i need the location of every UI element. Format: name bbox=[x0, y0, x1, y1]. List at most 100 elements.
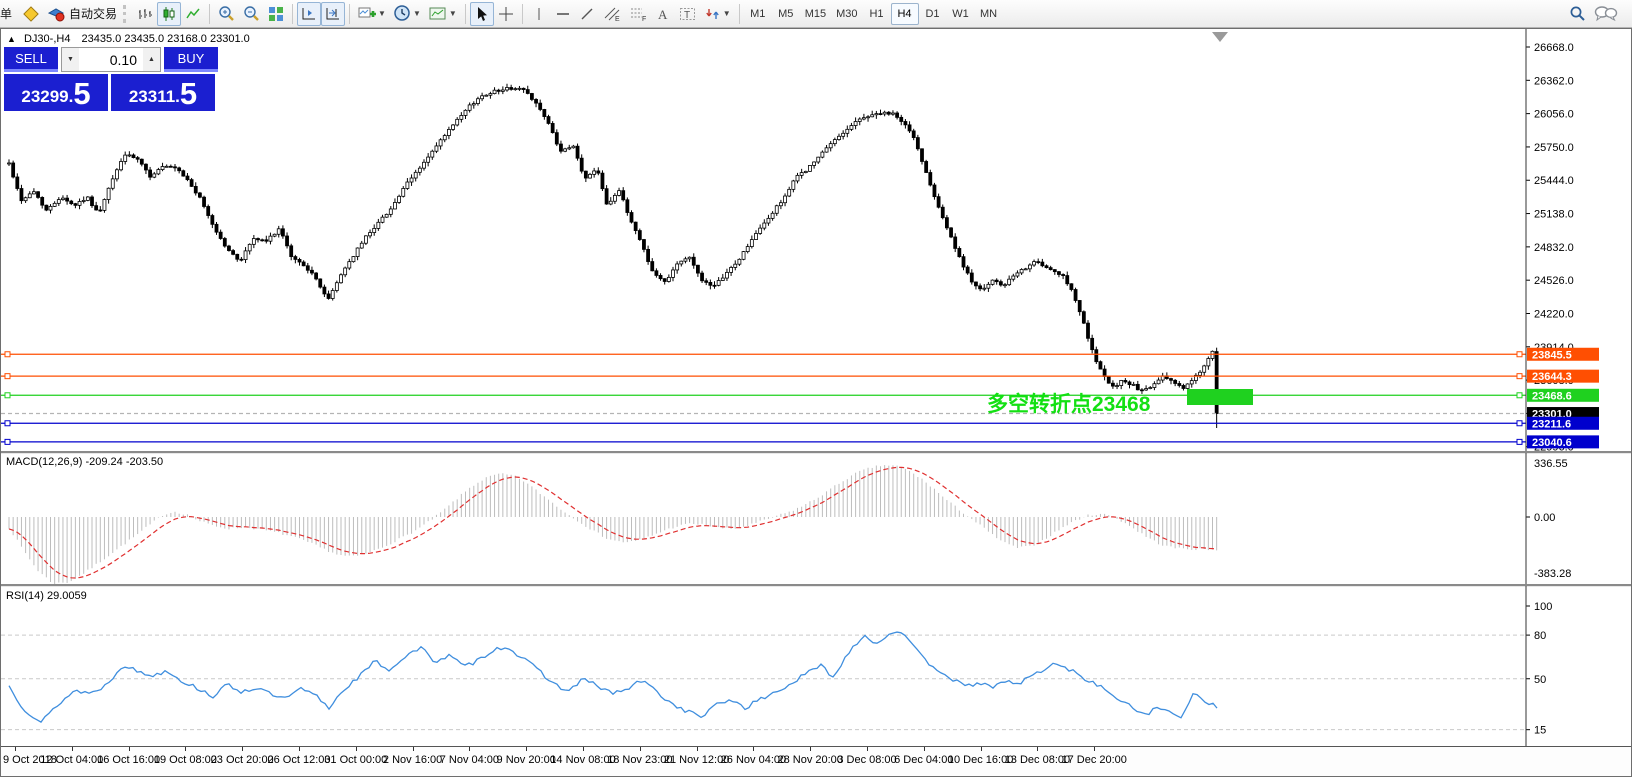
yellow-diamond-icon bbox=[23, 6, 39, 22]
timeframe-m5[interactable]: M5 bbox=[772, 3, 800, 25]
sell-price-button[interactable]: 23299 . 5 bbox=[4, 74, 108, 111]
candle-body bbox=[256, 238, 260, 241]
line-handle[interactable] bbox=[4, 351, 11, 358]
buy-button[interactable]: BUY bbox=[164, 47, 218, 72]
candle-body bbox=[675, 263, 680, 271]
clock-icon bbox=[394, 5, 410, 21]
chat-button[interactable] bbox=[1590, 2, 1622, 26]
candle-body bbox=[870, 114, 875, 118]
arrows-icon bbox=[706, 8, 719, 19]
candle-body bbox=[322, 286, 327, 295]
trendline-button[interactable] bbox=[575, 2, 599, 26]
vertical-line-button[interactable] bbox=[527, 2, 551, 26]
auto-scroll-button[interactable] bbox=[297, 1, 322, 26]
indicators-button[interactable]: ▼ bbox=[354, 2, 390, 26]
candle-body bbox=[758, 227, 763, 234]
crosshair-button[interactable] bbox=[494, 2, 518, 26]
pane-separator[interactable] bbox=[1, 584, 1631, 587]
candle-body bbox=[1106, 376, 1111, 384]
line-handle[interactable] bbox=[1516, 420, 1523, 427]
candle-body bbox=[268, 235, 273, 242]
line-handle[interactable] bbox=[4, 392, 11, 399]
candle-body bbox=[965, 266, 970, 274]
price-label-text: 23468.6 bbox=[1532, 390, 1572, 402]
candle-body bbox=[521, 87, 526, 90]
line-handle[interactable] bbox=[1516, 438, 1523, 445]
sell-button[interactable]: SELL bbox=[4, 47, 58, 72]
text-label-button[interactable]: T bbox=[675, 2, 701, 26]
metaeditor-button[interactable] bbox=[18, 2, 43, 26]
line-handle[interactable] bbox=[1516, 392, 1523, 399]
svg-text:A: A bbox=[658, 7, 668, 22]
chart-shift-button[interactable] bbox=[321, 1, 346, 26]
timeframe-mn[interactable]: MN bbox=[975, 3, 1003, 25]
zoom-out-button[interactable] bbox=[239, 2, 264, 26]
chart-window: ▲ DJ30-,H4 23435.0 23435.0 23168.0 23301… bbox=[0, 28, 1632, 777]
candle-body bbox=[351, 256, 356, 263]
line-handle[interactable] bbox=[1516, 351, 1523, 358]
pane-separator[interactable] bbox=[1, 451, 1631, 454]
tile-windows-button[interactable] bbox=[264, 2, 288, 26]
green-box-annotation[interactable] bbox=[1187, 389, 1253, 405]
timeframe-w1[interactable]: W1 bbox=[947, 3, 975, 25]
templates-button[interactable]: ▼ bbox=[425, 2, 461, 26]
timeframe-h1[interactable]: H1 bbox=[863, 3, 891, 25]
timeframe-d1[interactable]: D1 bbox=[919, 3, 947, 25]
candle-body bbox=[459, 115, 464, 120]
equidistant-channel-button[interactable]: E bbox=[599, 2, 625, 26]
timeframe-m15[interactable]: M15 bbox=[800, 3, 831, 25]
time-axis-label: 18 Nov 23:00 bbox=[607, 754, 673, 766]
line-handle[interactable] bbox=[4, 420, 11, 427]
candle-body bbox=[945, 217, 949, 229]
line-chart-button[interactable] bbox=[181, 2, 205, 26]
macd-axis-label: -383.28 bbox=[1534, 568, 1571, 580]
autotrade-button[interactable]: 自动交易 bbox=[43, 2, 121, 26]
candle-body bbox=[152, 173, 157, 178]
price-tick-label: 25138.0 bbox=[1534, 209, 1574, 221]
text-button[interactable]: A bbox=[651, 2, 675, 26]
timeframe-h4[interactable]: H4 bbox=[890, 2, 919, 25]
volume-input[interactable] bbox=[79, 48, 143, 71]
candle-body bbox=[671, 269, 675, 278]
timeframe-m30[interactable]: M30 bbox=[831, 3, 862, 25]
volume-decrease-button[interactable]: ▼ bbox=[62, 48, 79, 71]
buy-price-button[interactable]: 23311 . 5 bbox=[111, 74, 215, 111]
candle-body bbox=[1090, 337, 1095, 351]
periods-button[interactable]: ▼ bbox=[390, 2, 425, 26]
line-handle[interactable] bbox=[1516, 373, 1523, 380]
fibonacci-button[interactable]: F bbox=[625, 2, 651, 26]
chart-shift-marker[interactable] bbox=[1212, 32, 1228, 42]
candle-body bbox=[932, 184, 937, 198]
line-handle[interactable] bbox=[4, 438, 11, 445]
main-chart-canvas[interactable]: 26668.0 26362.0 26056.0 25750.0 25444.0 25138… bbox=[1, 29, 1631, 451]
cursor-button[interactable] bbox=[469, 1, 494, 26]
time-tick bbox=[867, 747, 868, 751]
rsi-canvas[interactable]: 100 80 50 15 bbox=[1, 586, 1631, 746]
volume-increase-button[interactable]: ▲ bbox=[143, 48, 160, 71]
dropdown-caret: ▼ bbox=[378, 9, 386, 18]
new-order-button[interactable]: 单 bbox=[0, 2, 18, 26]
svg-text:T: T bbox=[684, 10, 690, 21]
price-label-box bbox=[1527, 416, 1599, 430]
horizontal-line-button[interactable] bbox=[551, 2, 575, 26]
price-label-box bbox=[1527, 388, 1599, 402]
bar-chart-icon bbox=[139, 8, 153, 19]
candle-body bbox=[56, 199, 61, 204]
search-button[interactable] bbox=[1564, 2, 1590, 26]
time-axis-label: 12 Oct 04:00 bbox=[40, 754, 104, 766]
candle-body bbox=[52, 202, 57, 207]
arrows-button[interactable]: ▼ bbox=[701, 2, 735, 26]
candlestick-chart-button[interactable] bbox=[157, 1, 182, 26]
timeframe-m1[interactable]: M1 bbox=[744, 3, 772, 25]
candle-body bbox=[762, 222, 767, 229]
time-axis[interactable]: 9 Oct 2018 12 Oct 04:00 16 Oct 16:00 19 Oct… bbox=[1, 746, 1631, 776]
candle-body bbox=[1003, 284, 1007, 287]
horizontal-line-icon bbox=[556, 12, 569, 15]
line-handle[interactable] bbox=[4, 373, 11, 380]
macd-canvas[interactable]: 336.55 0.00 -383.28 bbox=[1, 453, 1631, 584]
candle-body bbox=[1156, 379, 1161, 385]
zoom-in-button[interactable] bbox=[214, 2, 239, 26]
candle-body bbox=[990, 279, 995, 285]
turning-point-annotation[interactable]: 多空转折点23468 bbox=[987, 392, 1151, 416]
bar-chart-button[interactable] bbox=[133, 2, 157, 26]
